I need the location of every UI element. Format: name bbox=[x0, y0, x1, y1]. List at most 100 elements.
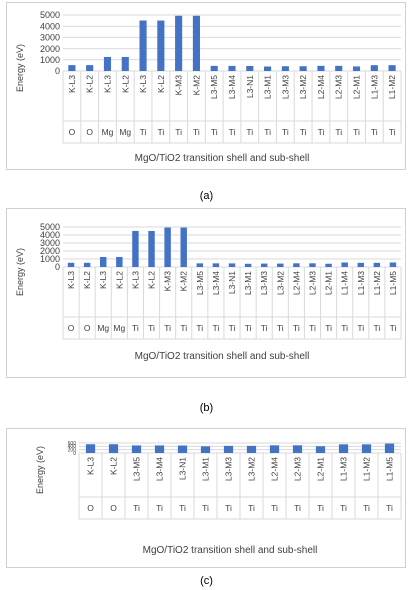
bar bbox=[157, 20, 165, 72]
element-label: Ti bbox=[213, 323, 220, 333]
x-axis-label: MgO/TiO2 transition shell and sub-shell bbox=[143, 545, 318, 556]
category-label: L2-M4 bbox=[291, 271, 301, 295]
element-label: Ti bbox=[271, 503, 278, 513]
category-label: K-M3 bbox=[163, 271, 173, 292]
bar bbox=[108, 444, 119, 453]
bar bbox=[341, 262, 348, 267]
element-label: Ti bbox=[293, 323, 300, 333]
bar bbox=[352, 66, 361, 71]
bar bbox=[373, 262, 381, 267]
bar bbox=[325, 263, 332, 267]
element-label: Ti bbox=[357, 323, 364, 333]
bar bbox=[246, 65, 254, 71]
category-label: K-L2 bbox=[85, 75, 95, 93]
y-tick-label: 4000 bbox=[40, 21, 60, 31]
y-axis-label: Energy (eV) bbox=[15, 44, 25, 92]
element-label: Ti bbox=[157, 127, 164, 137]
category-label: L3-M3 bbox=[259, 271, 269, 295]
category-label: L1-M2 bbox=[372, 271, 382, 295]
element-label: O bbox=[110, 503, 117, 513]
y-tick-label: 200 bbox=[68, 447, 77, 453]
category-label: L1-M5 bbox=[385, 457, 395, 481]
element-label: Ti bbox=[371, 127, 378, 137]
bar bbox=[293, 263, 300, 267]
bar bbox=[177, 445, 188, 453]
y-tick-label: 600 bbox=[68, 441, 77, 447]
category-label: K-L3 bbox=[130, 271, 140, 289]
x-axis-label: MgO/TiO2 transition shell and sub-shell bbox=[135, 153, 310, 164]
bar bbox=[68, 65, 76, 71]
category-label: L2-M1 bbox=[316, 457, 326, 481]
chart-panel-c: 0 200 400 600 Energy (eV) K-L3 O K-L2 O L3-M5 Ti L3… bbox=[6, 428, 406, 568]
category-label: L3-M1 bbox=[243, 271, 253, 295]
bar bbox=[388, 65, 396, 71]
category-label: K-L2 bbox=[82, 271, 92, 289]
element-label: Ti bbox=[180, 323, 187, 333]
element-label: O bbox=[69, 127, 76, 137]
element-label: Ti bbox=[277, 323, 284, 333]
category-label: K-L3 bbox=[102, 75, 112, 93]
element-label: Ti bbox=[140, 127, 147, 137]
element-label: Mg bbox=[113, 323, 125, 333]
x-axis-label: MgO/TiO2 transition shell and sub-shell bbox=[135, 351, 310, 362]
element-label: Ti bbox=[156, 503, 163, 513]
y-tick-label: 5000 bbox=[40, 10, 60, 20]
element-label: Ti bbox=[261, 323, 268, 333]
bar bbox=[196, 263, 204, 267]
chart-panel-b: 0 1000 2000 3000 4000 5000 Energy (eV) K-L3 O K-L… bbox=[6, 208, 406, 378]
bar bbox=[116, 256, 123, 267]
category-label: K-M3 bbox=[174, 75, 184, 96]
category-label: L3-M2 bbox=[275, 271, 285, 295]
y-tick-label: 2000 bbox=[40, 44, 60, 54]
bar bbox=[317, 65, 325, 71]
category-label: K-L3 bbox=[98, 271, 108, 289]
bar bbox=[228, 263, 236, 267]
bar bbox=[315, 446, 326, 453]
category-label: K-L3 bbox=[138, 75, 148, 93]
category-label: L3-M2 bbox=[298, 75, 308, 99]
bar bbox=[277, 263, 284, 267]
y-tick-label: 5000 bbox=[40, 222, 60, 232]
category-label: L2-M3 bbox=[334, 75, 344, 99]
element-label: Ti bbox=[341, 323, 348, 333]
bar bbox=[212, 263, 220, 267]
category-label: L1-M5 bbox=[388, 271, 398, 295]
element-label: Ti bbox=[248, 503, 255, 513]
element-label: Ti bbox=[193, 127, 200, 137]
element-label: Ti bbox=[202, 503, 209, 513]
element-label: Ti bbox=[264, 127, 271, 137]
bar bbox=[246, 445, 257, 453]
element-label: O bbox=[86, 127, 93, 137]
element-label: Mg bbox=[102, 127, 114, 137]
element-label: Ti bbox=[282, 127, 289, 137]
bar bbox=[175, 15, 183, 71]
bar bbox=[244, 263, 252, 267]
element-label: Ti bbox=[363, 503, 370, 513]
bar bbox=[164, 227, 171, 267]
element-label: Ti bbox=[309, 323, 316, 333]
category-label: K-L2 bbox=[156, 75, 166, 93]
y-tick-label: 1000 bbox=[40, 254, 60, 264]
bar bbox=[192, 15, 200, 71]
category-label: L2-M1 bbox=[352, 75, 362, 99]
y-tick-label: 3000 bbox=[40, 33, 60, 43]
element-label: Ti bbox=[133, 503, 140, 513]
element-label: O bbox=[84, 323, 91, 333]
element-label: Mg bbox=[119, 127, 131, 137]
element-label: Ti bbox=[175, 127, 182, 137]
category-label: L2-M3 bbox=[307, 271, 317, 295]
bar bbox=[86, 65, 94, 71]
bar bbox=[210, 65, 218, 71]
element-label: Ti bbox=[229, 127, 236, 137]
y-tick-label: 400 bbox=[68, 444, 77, 450]
element-label: Ti bbox=[318, 127, 325, 137]
element-label: Ti bbox=[148, 323, 155, 333]
category-label: L3-M5 bbox=[209, 75, 219, 99]
element-label: Ti bbox=[317, 503, 324, 513]
category-label: K-L3 bbox=[86, 457, 96, 475]
category-label: K-L2 bbox=[147, 271, 157, 289]
category-label: L1-M2 bbox=[362, 457, 372, 481]
